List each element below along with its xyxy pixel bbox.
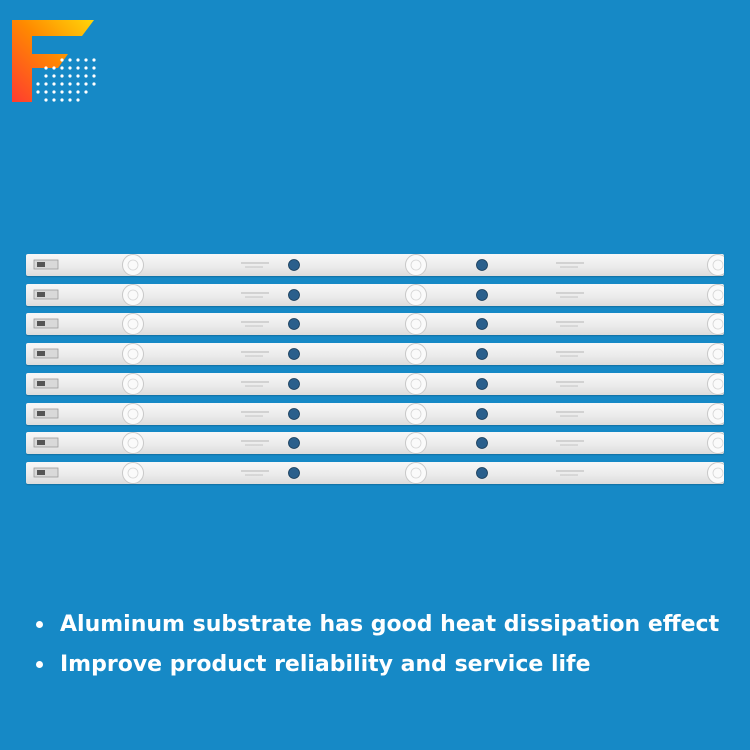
feature-item: Aluminum substrate has good heat dissipa… xyxy=(36,604,719,644)
feature-list: Aluminum substrate has good heat dissipa… xyxy=(0,604,750,694)
led-strip xyxy=(26,313,724,336)
led-strip xyxy=(26,402,724,425)
led-strip xyxy=(26,461,724,484)
led-strip xyxy=(26,432,724,455)
led-strip xyxy=(26,283,724,306)
feature-text: Aluminum substrate has good heat dissipa… xyxy=(60,611,720,637)
brand-logo-icon xyxy=(12,20,98,106)
led-strip xyxy=(26,254,724,276)
bullet-icon xyxy=(36,620,43,628)
feature-text: Improve product reliability and service … xyxy=(60,651,591,677)
bullet-icon xyxy=(36,660,43,668)
led-strips-image xyxy=(26,254,724,494)
feature-item: Improve product reliability and service … xyxy=(36,644,591,684)
led-strip xyxy=(26,343,724,366)
led-strip xyxy=(26,372,724,395)
